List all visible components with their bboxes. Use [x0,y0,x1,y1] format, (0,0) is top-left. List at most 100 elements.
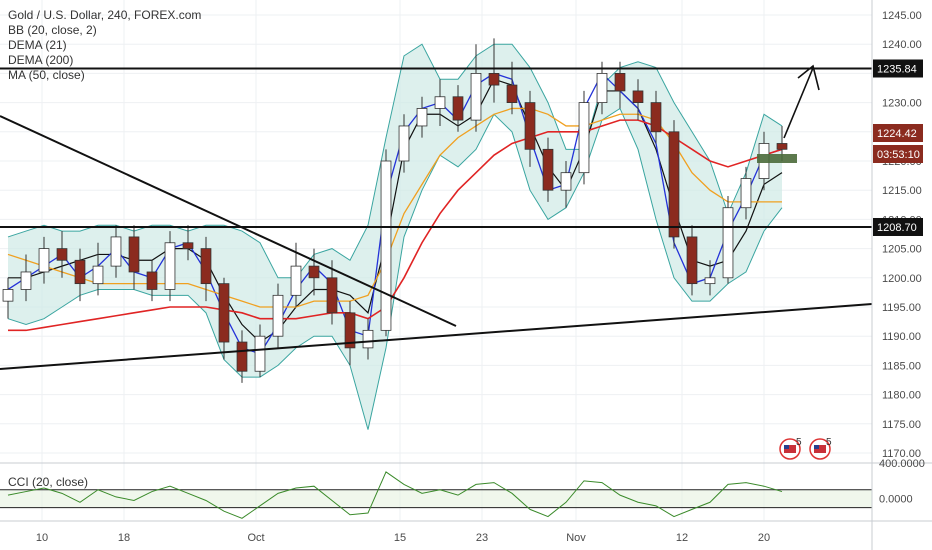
bb-upper-line [7,43,783,279]
price-tag-label: 1235.84 [877,63,917,75]
y-tick-label: 1180.00 [882,390,921,402]
x-tick-label: 10 [36,532,48,544]
y-tick-label: 1200.00 [882,273,922,285]
candle-body [164,242,176,290]
candle-body [560,172,572,191]
flag-canton [784,445,789,449]
candle-body [632,90,644,103]
candle-body [146,271,158,290]
chart-legend: Gold / U.S. Dollar, 240, FOREX.com BB (2… [8,8,201,83]
candle-body [290,265,302,296]
price-tags: 1235.84 1224.42 03:53:10 1208.70 [873,59,923,236]
event-badge[interactable]: 5 [779,437,802,460]
ascending-trendline[interactable] [0,303,873,370]
y-tick-label: 1215.00 [882,185,922,197]
candlesticks [2,38,788,383]
price-tag-bg [873,217,923,236]
candle-body [110,236,122,267]
x-tick-label: 18 [118,532,130,544]
candle-body [578,102,590,174]
legend-dema200: DEMA (200) [8,53,74,67]
candle-body [398,125,410,162]
price-tag-label: 1208.70 [877,222,917,234]
price-tag-bg [873,59,923,78]
y-tick-label: 1230.00 [882,98,922,110]
legend-bb: BB (20, close, 2) [8,23,97,37]
legend-title: Gold / U.S. Dollar, 240, FOREX.com [8,8,202,22]
x-tick-label: 23 [476,532,488,544]
descending-trendline[interactable] [0,115,457,327]
candle-body [272,294,284,337]
candle-body [92,265,104,285]
cci-tick-label: 400.0000 [879,458,925,470]
y-tick-label: 1175.00 [882,419,921,431]
candle-body [200,248,212,285]
candle-body [380,160,392,331]
candle-body [776,143,788,150]
candle-body [452,96,464,121]
candle-body [74,259,86,285]
x-tick-label: 20 [758,532,770,544]
event-badge[interactable]: 5 [809,437,832,460]
candle-body [38,248,50,273]
candle-body [218,283,230,343]
x-tick-label: 15 [394,532,406,544]
candle-body [344,312,356,349]
candle-body [542,148,554,191]
candle-body [668,131,680,238]
flag-stripes [814,445,826,453]
candle-body [524,102,536,150]
cci-band-fill [0,489,872,508]
candle-body [308,265,320,279]
candle-body [434,96,446,109]
badge-count: 5 [796,437,802,448]
flag-stripes [784,445,796,453]
x-tick-label: Oct [247,532,264,544]
candle-body [596,73,608,104]
flag-canton [814,445,819,449]
projection-arrow-line[interactable] [783,67,814,139]
y-tick-label: 1195.00 [882,302,921,314]
y-tick-label: 1190.00 [882,331,921,343]
legend-dema21: DEMA (21) [8,38,67,52]
candle-body [416,108,428,127]
price-tag-bg [873,124,923,142]
y-tick-label: 1185.00 [882,360,921,372]
candle-body [740,178,752,209]
cci-legend: CCI (20, close) [8,475,89,489]
legend-ma50: MA (50, close) [8,68,85,82]
candle-body [20,271,32,290]
candle-body [704,277,716,285]
y-tick-label: 1240.00 [882,39,922,51]
candle-body [254,335,266,372]
price-tag-label: 1224.42 [877,128,917,140]
candle-body [236,341,248,372]
cci-tick-label: 0.0000 [879,494,913,506]
price-tag-label: 03:53:10 [877,149,920,161]
y-tick-label: 1245.00 [882,10,922,22]
candle-body [650,102,662,133]
candle-body [686,236,698,285]
cci-pane [0,462,932,522]
candle-body [362,329,374,349]
candle-body [326,277,338,314]
cci-line [7,471,783,519]
price-tag-bg [873,145,923,163]
x-tick-label: Nov [566,532,586,544]
candle-body [614,73,626,92]
y-tick-label: 1170.00 [882,448,921,460]
candle-body [128,236,140,273]
support-zone-box[interactable] [757,154,797,163]
trend-drawings [0,64,873,370]
dema21-line [7,72,783,355]
y-tick-label: 1205.00 [882,244,922,256]
x-tick-label: 12 [676,532,688,544]
projection-arrow-head[interactable] [797,64,820,91]
candle-body [722,207,734,279]
candle-body [182,242,194,249]
candle-body [506,84,518,104]
candle-body [2,289,14,302]
candle-body [56,248,68,261]
